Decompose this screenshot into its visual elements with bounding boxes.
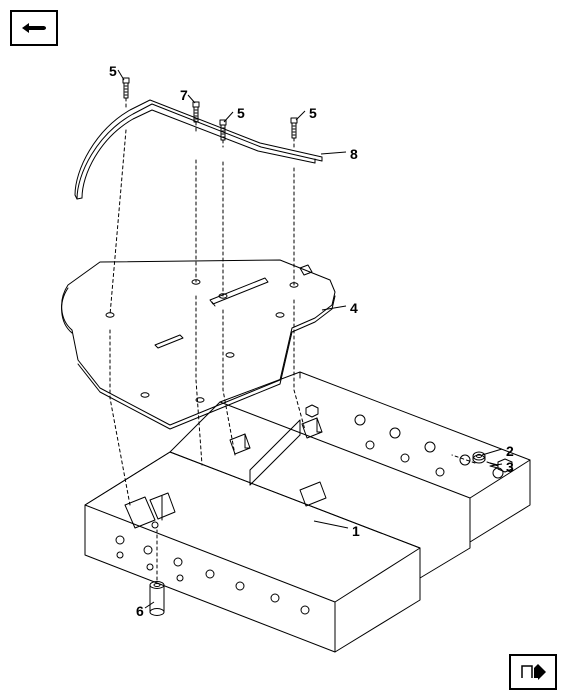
callout-3: 3 xyxy=(506,460,514,474)
hand-point-icon xyxy=(19,19,49,37)
callout-5c: 5 xyxy=(309,106,317,120)
callout-8: 8 xyxy=(350,147,358,161)
callout-5a: 5 xyxy=(109,64,117,78)
page-forward-icon xyxy=(518,662,548,682)
next-page-badge xyxy=(509,654,557,690)
callout-7: 7 xyxy=(180,88,188,102)
callout-6: 6 xyxy=(136,604,144,618)
callout-5b: 5 xyxy=(237,106,245,120)
callout-1: 1 xyxy=(352,524,360,538)
callout-2: 2 xyxy=(506,444,514,458)
diagram-lineart xyxy=(0,0,567,700)
prev-page-badge xyxy=(10,10,58,46)
callout-4: 4 xyxy=(350,301,358,315)
diagram-canvas: 1 2 3 4 5 5 5 7 8 6 xyxy=(0,0,567,700)
